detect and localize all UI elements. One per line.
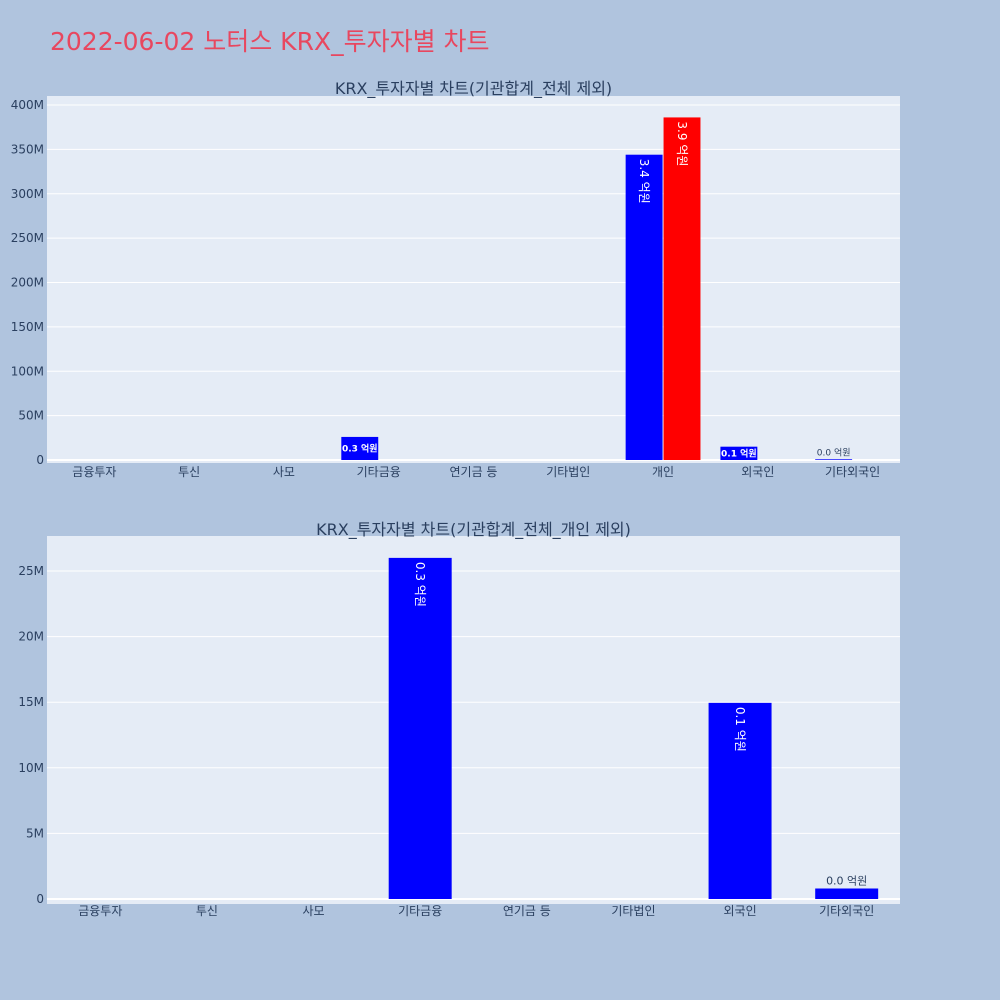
y-tick-label: 350M [11, 142, 44, 156]
x-tick-label: 기타법인 [611, 904, 655, 918]
x-tick-label: 연기금 등 [503, 904, 551, 918]
bar [388, 557, 452, 899]
y-tick-label: 200M [11, 276, 44, 290]
chart-2: 0 5M 10M 15M 20M 25M 금융투자 투신 사모 기타금융 연기금 등 기타법인 외국인 기… [18, 520, 900, 918]
y-tick-label: 25M [18, 564, 44, 578]
x-tick-label: 기타법인 [546, 465, 590, 479]
bar-data-label: 0.3 억원 [342, 442, 378, 454]
bar-data-label: 0.0 억원 [826, 875, 867, 888]
y-tick-label: 100M [11, 364, 44, 378]
chart-title: KRX_투자자별 차트(기관합계_전체_개인 제외) [316, 520, 631, 540]
y-tick-label: 300M [11, 187, 44, 201]
y-tick-label: 0 [36, 892, 44, 906]
y-tick-label: 150M [11, 320, 44, 334]
x-tick-label: 기타외국인 [825, 465, 880, 479]
chart-1: 0 50M 100M 150M 200M 250M 300M 350M 400M 금융투자 투신 사모… [11, 79, 900, 479]
y-tick-label: 10M [18, 761, 44, 775]
x-tick-label: 외국인 [741, 465, 774, 479]
bar [815, 459, 853, 460]
bar [708, 702, 772, 899]
bar [720, 446, 758, 460]
bar-data-label: 0.0 억원 [817, 446, 851, 458]
x-tick-label: 사모 [273, 465, 295, 479]
bar-data-label: 3.4 억원 [637, 159, 651, 204]
x-tick-label: 투신 [196, 904, 218, 918]
bar [625, 154, 663, 460]
chart-title: KRX_투자자별 차트(기관합계_전체 제외) [335, 79, 612, 99]
y-tick-label: 250M [11, 231, 44, 245]
x-tick-label: 투신 [178, 465, 200, 479]
y-tick-label: 20M [18, 630, 44, 644]
y-tick-label: 15M [18, 695, 44, 709]
bar [341, 436, 379, 460]
x-tick-label: 개인 [652, 465, 674, 479]
x-tick-label: 외국인 [724, 904, 757, 918]
x-tick-label: 기타금융 [357, 465, 401, 479]
y-tick-label: 50M [18, 409, 44, 423]
bar-data-label: 0.3 억원 [413, 562, 427, 607]
y-tick-label: 0 [36, 453, 44, 467]
x-tick-label: 금융투자 [72, 465, 116, 479]
bar-data-label: 3.9 억원 [675, 121, 689, 166]
page-title: 2022-06-02 노터스 KRX_투자자별 차트 [50, 27, 490, 56]
y-tick-label: 5M [26, 826, 44, 840]
bar [815, 888, 879, 899]
x-tick-label: 기타외국인 [819, 904, 874, 918]
plot-area [47, 536, 900, 904]
x-tick-label: 기타금융 [398, 904, 442, 918]
x-tick-label: 사모 [303, 904, 325, 918]
x-tick-label: 연기금 등 [450, 465, 498, 479]
bar-data-label: 0.1 억원 [721, 447, 757, 459]
bar-data-label: 0.1 억원 [733, 707, 747, 752]
plot-area [47, 96, 900, 463]
x-tick-label: 금융투자 [78, 904, 122, 918]
y-tick-label: 400M [11, 98, 44, 112]
bar [663, 117, 701, 461]
